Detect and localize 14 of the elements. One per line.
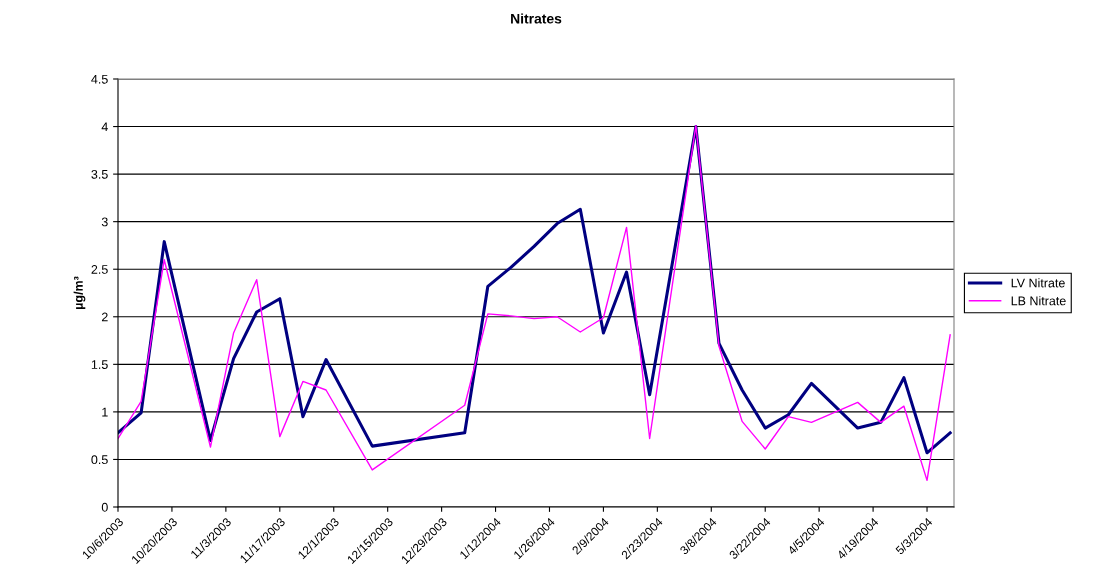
chart-title: Nitrates bbox=[511, 13, 562, 24]
y-tick-label: 1 bbox=[102, 407, 108, 417]
y-tick-label: 1.5 bbox=[91, 360, 108, 369]
y-tick-label: 4 bbox=[101, 122, 108, 132]
y-tick-label: 0 bbox=[101, 502, 108, 512]
y-tick-label: 3.5 bbox=[91, 169, 108, 179]
y-tick-label: 2.5 bbox=[91, 265, 108, 274]
y-tick-label: 3 bbox=[101, 217, 108, 227]
y-tick-label: 2 bbox=[101, 312, 108, 322]
y-tick-label: 0.5 bbox=[91, 455, 108, 465]
legend-label: LB Nitrate bbox=[1011, 296, 1066, 306]
y-tick-label: 4.5 bbox=[91, 74, 108, 84]
legend-label: LV Nitrate bbox=[1011, 278, 1065, 288]
y-axis-title: µg/m³ bbox=[73, 276, 86, 309]
